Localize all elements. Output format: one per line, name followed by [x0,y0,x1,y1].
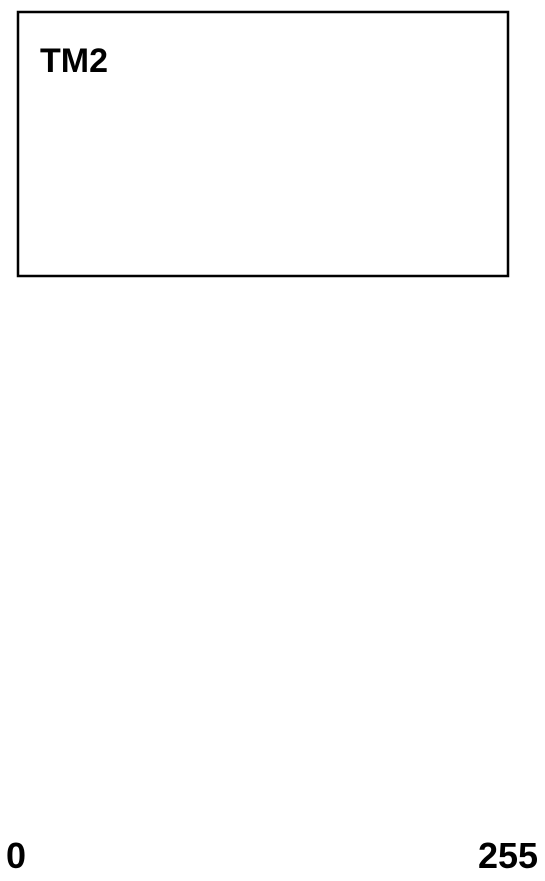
histogram-panels: TM2 [16,10,510,278]
panel-frame [16,10,510,278]
histogram-panel: TM2 [16,10,510,278]
x-tick-label-min: 0 [6,835,26,876]
panel-title: TM2 [40,42,108,80]
x-tick-label-max: 255 [478,835,538,876]
